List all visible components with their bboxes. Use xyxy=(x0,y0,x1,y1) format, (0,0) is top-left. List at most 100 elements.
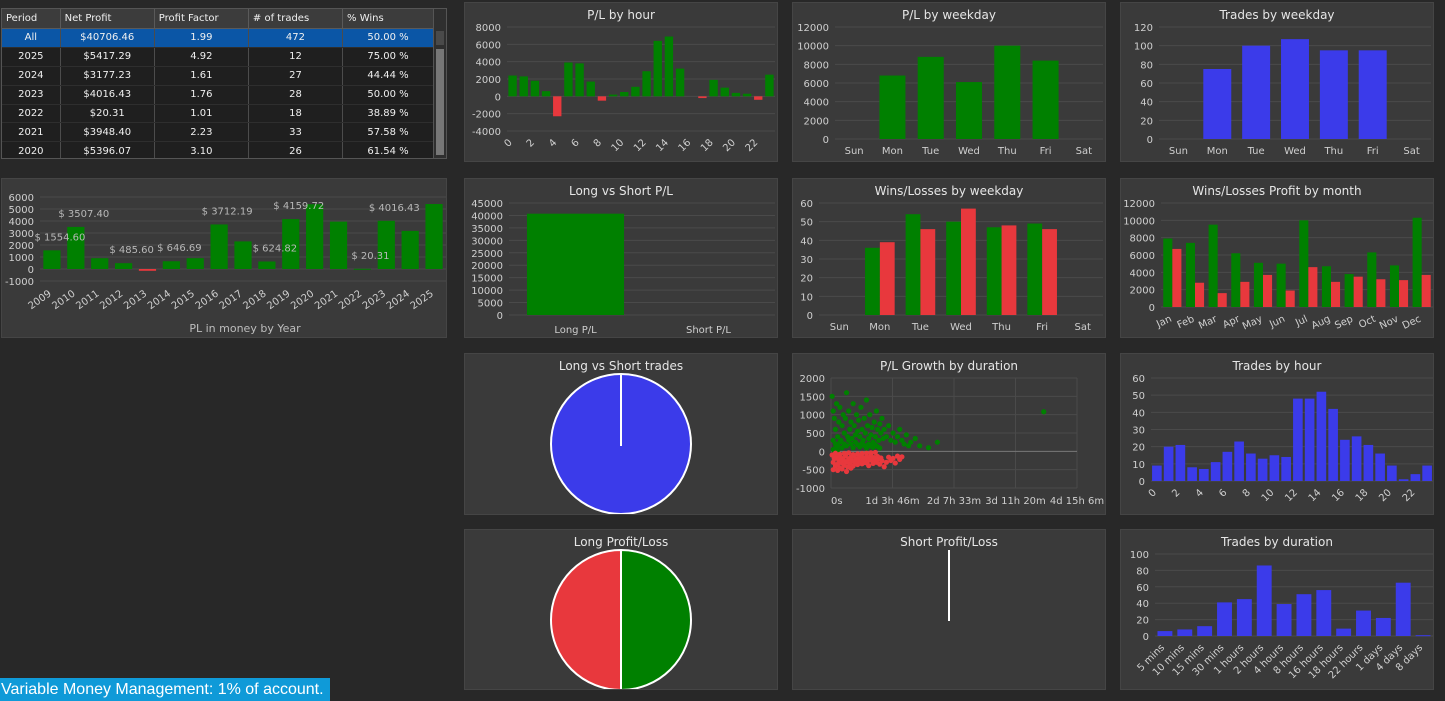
table-row[interactable]: 2025 $5417.29 4.92 12 75.00 % xyxy=(2,47,434,67)
chart-bar xyxy=(1367,252,1377,307)
scatter-point xyxy=(837,451,843,457)
table-cell: 2024 xyxy=(2,66,61,86)
y-tick-label: 0 xyxy=(28,265,34,276)
chart-svg: 0 2000 4000 6000 8000 10000 12000 Sun Mon Tue Wed T… xyxy=(797,23,1103,157)
scatter-point xyxy=(883,434,890,440)
scatter-point xyxy=(903,432,909,438)
table-cell: 1.01 xyxy=(154,104,249,124)
scatter-point xyxy=(836,419,842,425)
x-tick-label: Jul xyxy=(1293,314,1310,329)
y-tick-label: 6000 xyxy=(476,40,501,51)
scatter-point xyxy=(841,450,847,457)
scatter-point xyxy=(859,450,865,457)
scatter-point xyxy=(883,459,890,465)
chart-bar xyxy=(1195,282,1205,307)
column-header[interactable]: # of trades xyxy=(248,9,344,29)
scatter-point xyxy=(847,426,853,432)
table-cell: 12 xyxy=(248,47,344,67)
y-tick-label: 10000 xyxy=(797,42,829,53)
y-tick-label: 30000 xyxy=(471,236,503,247)
table-cell: $4016.43 xyxy=(60,85,155,105)
chart-bar xyxy=(1421,274,1431,307)
scatter-point xyxy=(890,430,896,436)
data-label: $ 485.60 xyxy=(109,245,154,256)
chart-bar xyxy=(865,247,880,315)
x-tick-label: 2 xyxy=(525,137,537,149)
table-cell: 1.99 xyxy=(154,28,249,48)
y-tick-label: 10 xyxy=(1132,460,1145,471)
pie-slice xyxy=(550,548,622,689)
chart-bar xyxy=(1415,635,1431,637)
chart-trades-by-weekday: Trades by weekday 0 20 40 60 80 100 120 Sun Mon Tu… xyxy=(1120,2,1434,162)
scatter-point xyxy=(857,434,863,440)
chart-bar xyxy=(530,80,540,97)
chart-bar xyxy=(1387,465,1397,481)
table-scrollbar[interactable] xyxy=(433,9,446,158)
chart-bar xyxy=(353,268,372,270)
scatter-point xyxy=(848,465,854,471)
chart-bar xyxy=(519,76,528,97)
y-tick-label: 4000 xyxy=(9,217,34,228)
chart-bar xyxy=(1240,281,1250,307)
chart-title: Wins/Losses by weekday xyxy=(874,184,1024,198)
x-tick-label: 2019 xyxy=(265,288,292,312)
chart-bar xyxy=(709,79,718,97)
chart-bar xyxy=(1234,441,1244,481)
scroll-up-arrow[interactable] xyxy=(436,31,444,45)
scatter-point xyxy=(872,434,878,440)
chart-bar xyxy=(1222,451,1233,481)
table-cell: 33 xyxy=(248,122,344,143)
table-row[interactable]: All $40706.46 1.99 472 50.00 % xyxy=(2,28,434,48)
chart-bar xyxy=(1389,265,1399,307)
scatter-point xyxy=(897,426,903,432)
x-tick-label: 8 xyxy=(1241,487,1253,499)
scatter-point xyxy=(841,430,847,436)
x-tick-label: 2024 xyxy=(385,288,412,312)
x-tick-label: Fri xyxy=(1367,146,1379,157)
column-header[interactable]: % Wins xyxy=(342,9,434,29)
x-tick-label: Tue xyxy=(911,322,929,333)
column-header[interactable]: Period xyxy=(2,9,61,29)
scatter-point xyxy=(835,434,841,440)
chart-bar xyxy=(1395,582,1411,636)
scatter-point xyxy=(934,439,940,445)
chart-pl-by-year: -1000 0 1000 2000 3000 4000 5000 6000 2009 2010 20… xyxy=(1,178,447,338)
table-cell: All xyxy=(2,28,61,48)
chart-bar xyxy=(526,213,625,315)
chart-bar xyxy=(631,86,640,97)
table-cell: 57.58 % xyxy=(342,122,434,143)
table-row[interactable]: 2023 $4016.43 1.76 28 50.00 % xyxy=(2,85,434,105)
scrollbar-thumb[interactable] xyxy=(436,49,444,155)
chart-title: Trades by hour xyxy=(1232,359,1322,373)
x-tick-label: 3d 11h 20m xyxy=(985,496,1046,507)
scatter-point xyxy=(892,460,898,466)
table-cell: 1.76 xyxy=(154,85,249,105)
x-tick-label: Sat xyxy=(1075,322,1091,333)
summary-table[interactable]: Period Net Profit Profit Factor # of tra… xyxy=(1,8,447,159)
table-cell: 28 xyxy=(248,85,344,105)
y-tick-label: 50 xyxy=(800,218,813,229)
x-tick-label: 20 xyxy=(1377,487,1394,504)
y-tick-label: -1000 xyxy=(5,277,34,288)
y-tick-label: 100 xyxy=(1134,42,1153,53)
y-tick-label: 4000 xyxy=(476,58,501,69)
column-header[interactable]: Net Profit xyxy=(60,9,155,29)
y-tick-label: 40 xyxy=(1136,599,1149,610)
x-tick-label: Mon xyxy=(1207,146,1228,157)
scatter-point xyxy=(912,435,918,442)
data-label: $ 624.82 xyxy=(253,244,298,255)
chart-bar xyxy=(1185,242,1195,307)
chart-bar xyxy=(994,45,1021,139)
x-tick-label: Sat xyxy=(1076,146,1092,157)
table-row[interactable]: 2020 $5396.07 3.10 26 61.54 % xyxy=(2,141,434,158)
table-cell: 50.00 % xyxy=(342,28,434,48)
x-tick-label: 2016 xyxy=(194,288,221,312)
chart-title: P/L Growth by duration xyxy=(879,359,1019,373)
table-row[interactable]: 2021 $3948.40 2.23 33 57.58 % xyxy=(2,122,434,143)
table-row[interactable]: 2022 $20.31 1.01 18 38.89 % xyxy=(2,104,434,124)
column-header[interactable]: Profit Factor xyxy=(154,9,249,29)
x-tick-label: Dec xyxy=(1401,314,1423,332)
table-row[interactable]: 2024 $3177.23 1.61 27 44.44 % xyxy=(2,66,434,86)
